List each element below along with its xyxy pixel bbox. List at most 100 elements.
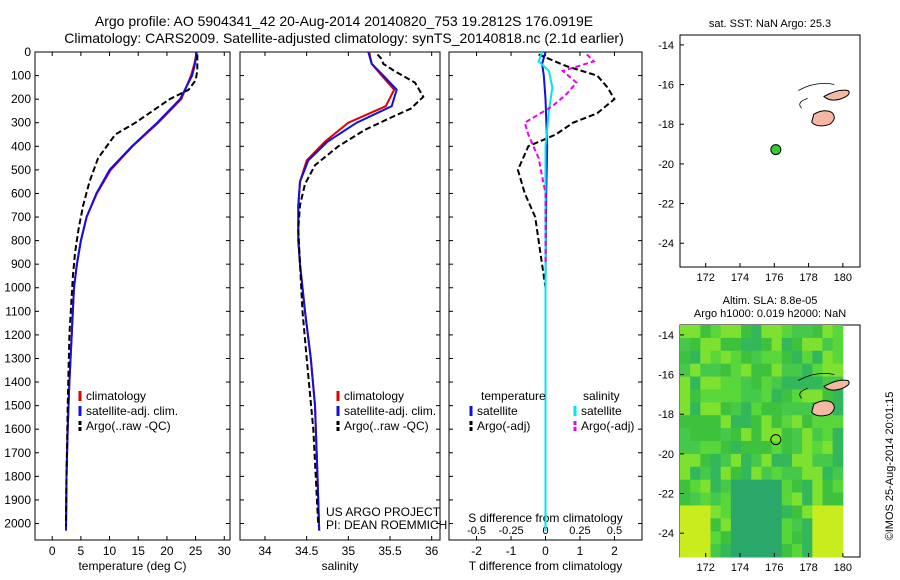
sla-cell bbox=[690, 376, 701, 390]
sla-cell bbox=[690, 415, 701, 429]
sla-cell bbox=[710, 325, 722, 339]
sla-cell bbox=[741, 505, 752, 519]
x-tick-label: 30 bbox=[218, 544, 232, 558]
sla-cell bbox=[730, 441, 742, 455]
y-tick-label: 1500 bbox=[4, 399, 31, 413]
sla-cell bbox=[690, 337, 701, 352]
x-tick-label: -1 bbox=[506, 544, 517, 558]
sla-cell bbox=[720, 544, 732, 558]
legend-title: temperature bbox=[481, 389, 546, 403]
sla-cell bbox=[832, 325, 844, 339]
sla-cell bbox=[710, 441, 722, 455]
sla-cell bbox=[720, 505, 732, 519]
sla-cell bbox=[741, 441, 752, 455]
sla-cell bbox=[680, 325, 691, 339]
x-tick-label: 34 bbox=[258, 544, 272, 558]
sla-cell bbox=[822, 544, 834, 558]
sla-cell bbox=[761, 337, 773, 352]
sla-cell bbox=[822, 518, 834, 532]
y-tick-label: 700 bbox=[11, 210, 31, 224]
sla-cell bbox=[751, 505, 762, 519]
sla-cell bbox=[791, 325, 803, 339]
legend-label: Argo(..raw -QC) bbox=[344, 419, 429, 433]
sla-cell bbox=[822, 389, 834, 403]
legend-label: satellite bbox=[581, 404, 622, 418]
sla-cell bbox=[741, 402, 752, 416]
x-tick-label: 35 bbox=[342, 544, 356, 558]
sla-cell bbox=[710, 453, 722, 468]
sla-cell bbox=[802, 492, 813, 506]
y-tick-label: 1100 bbox=[5, 304, 31, 318]
sla-cell bbox=[700, 518, 712, 532]
sla-cell bbox=[720, 428, 732, 442]
sla-cell bbox=[771, 518, 783, 532]
sla-cell bbox=[741, 350, 752, 365]
sla-cell bbox=[812, 466, 823, 481]
sla-cell bbox=[781, 441, 793, 455]
sla-cell bbox=[700, 363, 712, 378]
y-tick-label: -24 bbox=[658, 528, 674, 540]
sla-cell bbox=[761, 441, 773, 455]
sla-cell bbox=[710, 479, 722, 494]
sla-cell bbox=[690, 531, 701, 545]
sla-cell bbox=[812, 337, 823, 352]
sla-cell bbox=[690, 505, 701, 519]
sla-cell bbox=[741, 376, 752, 390]
sla-cell bbox=[720, 415, 732, 429]
sla-cell bbox=[741, 453, 752, 468]
sla-cell bbox=[751, 441, 762, 455]
y-tick-label: 900 bbox=[11, 257, 31, 271]
sla-cell bbox=[771, 492, 783, 506]
sla-cell bbox=[761, 466, 773, 481]
x-tick-label: 1 bbox=[577, 544, 584, 558]
sla-cell bbox=[791, 415, 803, 429]
top-x-tick-label: -0.25 bbox=[498, 525, 523, 537]
sla-cell bbox=[781, 492, 793, 506]
sla-cell bbox=[761, 428, 773, 442]
sla-cell bbox=[751, 466, 762, 481]
y-tick-label: -14 bbox=[658, 40, 674, 52]
sla-cell bbox=[741, 518, 752, 532]
sla-cell bbox=[781, 350, 793, 365]
sla-cell bbox=[781, 363, 793, 378]
y-tick-label: -24 bbox=[658, 238, 674, 250]
sla-cell bbox=[771, 505, 783, 519]
x-tick-label: 176 bbox=[765, 562, 783, 574]
sla-cell bbox=[680, 428, 691, 442]
sla-cell bbox=[822, 337, 834, 352]
sla-cell bbox=[720, 402, 732, 416]
x-axis-label: T difference from climatology bbox=[469, 559, 623, 573]
sla-cell bbox=[751, 518, 762, 532]
sla-cell bbox=[710, 402, 722, 416]
top-x-tick-label: 0 bbox=[542, 525, 548, 537]
sla-cell bbox=[802, 428, 813, 442]
sla-cell bbox=[832, 453, 844, 468]
sla-cell bbox=[710, 376, 722, 390]
sla-cell bbox=[680, 479, 691, 494]
sla-cell bbox=[761, 376, 773, 390]
reef-outline bbox=[798, 82, 835, 109]
sla-cell bbox=[751, 531, 762, 545]
island-viti-levu bbox=[811, 400, 835, 417]
salinity-profile-panel: 34 34.5 35 35.5 36 salinity climatologysatelli… bbox=[239, 51, 447, 573]
sla-cell bbox=[751, 389, 762, 403]
island-vanua-levu bbox=[823, 379, 850, 391]
sla-cell bbox=[832, 363, 844, 378]
sla-cell bbox=[680, 402, 691, 416]
sla-cell bbox=[791, 441, 803, 455]
series-line-satellite-adj-clim- bbox=[297, 51, 398, 531]
x-tick-label: 35.5 bbox=[378, 544, 402, 558]
sla-cell bbox=[812, 518, 823, 532]
sla-cell bbox=[802, 376, 813, 390]
plot-frame bbox=[239, 51, 441, 541]
argo-location-marker bbox=[770, 144, 782, 156]
sla-cell bbox=[710, 428, 722, 442]
x-tick-label: 36 bbox=[425, 544, 439, 558]
sla-cell bbox=[761, 505, 773, 519]
sla-cell bbox=[761, 415, 773, 429]
y-tick-label: 300 bbox=[11, 116, 31, 130]
series-line-salinity-argo-adj- bbox=[523, 53, 596, 265]
legend-label: climatology bbox=[344, 389, 404, 403]
sla-cell bbox=[791, 466, 803, 481]
